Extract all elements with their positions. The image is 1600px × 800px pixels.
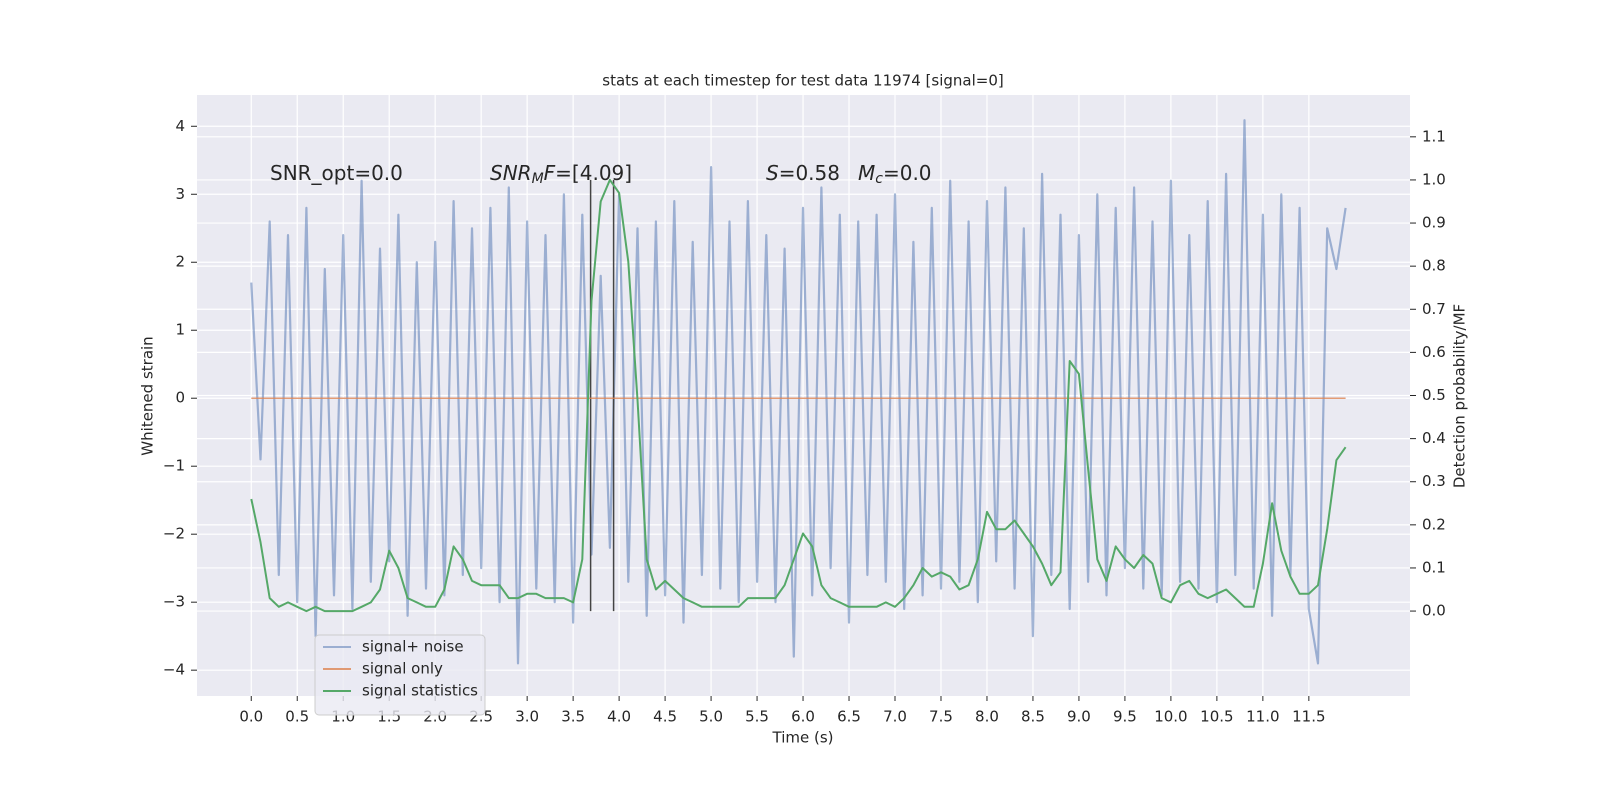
x-tick-label: 6.0 [791,708,815,726]
x-tick-label: 10.0 [1154,708,1187,726]
x-tick-label: 4.0 [607,708,631,726]
x-tick-label: 5.0 [699,708,723,726]
y-tick-label: −3 [163,593,185,611]
y-tick-label: 1 [175,321,185,339]
x-tick-label: 8.5 [1021,708,1045,726]
legend-label: signal statistics [362,682,478,700]
legend-box [314,634,486,716]
legend: signal+ noise signal only signal statistic… [314,634,486,716]
annotation: SNR_opt=0.0 [270,161,403,185]
y-axis-label: Whitened strain [139,336,157,455]
y2-tick-label: 0.5 [1422,386,1446,404]
y2-tick-label: 0.0 [1422,602,1446,620]
y2-tick-label: 0.2 [1422,515,1446,533]
annotations: SNR_opt=0.0 SNRMF=[4.09] S=0.58 Mc=0.0 [270,161,932,188]
x-tick-label: 3.0 [515,708,539,726]
series-line [250,119,1347,665]
x-tick-label: 8.0 [975,708,999,726]
chart-title: stats at each timestep for test data 119… [602,72,1003,90]
y-tick-label: −2 [163,525,185,543]
annotation-part: M [532,171,544,187]
annotation: SNRMF=[4.09] [490,161,632,188]
legend-label: signal only [362,660,443,678]
annotation-part: =[4.09] [555,161,632,185]
y-tick-label: −1 [163,457,185,475]
x-tick-label: 4.5 [653,708,677,726]
annotation: Mc=0.0 [858,161,932,188]
annotation-part: =0.0 [883,161,932,185]
y-tick-label: 0 [175,389,185,407]
x-tick-label: 7.5 [929,708,953,726]
y-tick-label: 3 [175,185,185,203]
y2-tick-label: 0.3 [1422,472,1446,490]
legend-label: signal+ noise [362,638,464,656]
x-tick-label: 0.0 [239,708,263,726]
annotation-part: SNR [490,161,532,185]
annotation: S=0.58 [766,161,840,185]
y-tick-label: 2 [175,253,185,271]
annotation-part: =0.58 [779,161,840,185]
x-tick-label: 11.0 [1246,708,1279,726]
x-tick-label: 10.5 [1200,708,1233,726]
y2-tick-label: 1.1 [1422,127,1446,145]
y2-tick-label: 0.6 [1422,343,1446,361]
x-tick-label: 6.5 [837,708,861,726]
y2-tick-label: 0.1 [1422,558,1446,576]
x-tick-label: 5.5 [745,708,769,726]
x-tick-label: 9.0 [1067,708,1091,726]
marks [250,119,1347,665]
y2-tick-label: 1.0 [1422,170,1446,188]
y2-axis-label: Detection probability/MF [1451,304,1469,488]
y2-tick-label: 0.7 [1422,300,1446,318]
y2-tick-label: 0.4 [1422,429,1446,447]
y-tick-label: −4 [163,661,185,679]
annotation-part: M [858,161,875,185]
x-axis-label: Time (s) [772,729,834,747]
annotation-part: F [544,161,556,185]
y-tick-label: 4 [175,117,185,135]
x-tick-label: 3.5 [561,708,585,726]
x-tick-label: 0.5 [285,708,309,726]
annotation-part: SNR_opt=0.0 [270,161,403,185]
x-tick-label: 7.0 [883,708,907,726]
y2-tick-label: 0.8 [1422,257,1446,275]
annotation-part: c [875,171,883,187]
y2-tick-label: 0.9 [1422,214,1446,232]
series-line [250,178,1347,613]
x-tick-label: 9.5 [1113,708,1137,726]
annotation-part: S [766,161,779,185]
x-tick-label: 11.5 [1292,708,1325,726]
